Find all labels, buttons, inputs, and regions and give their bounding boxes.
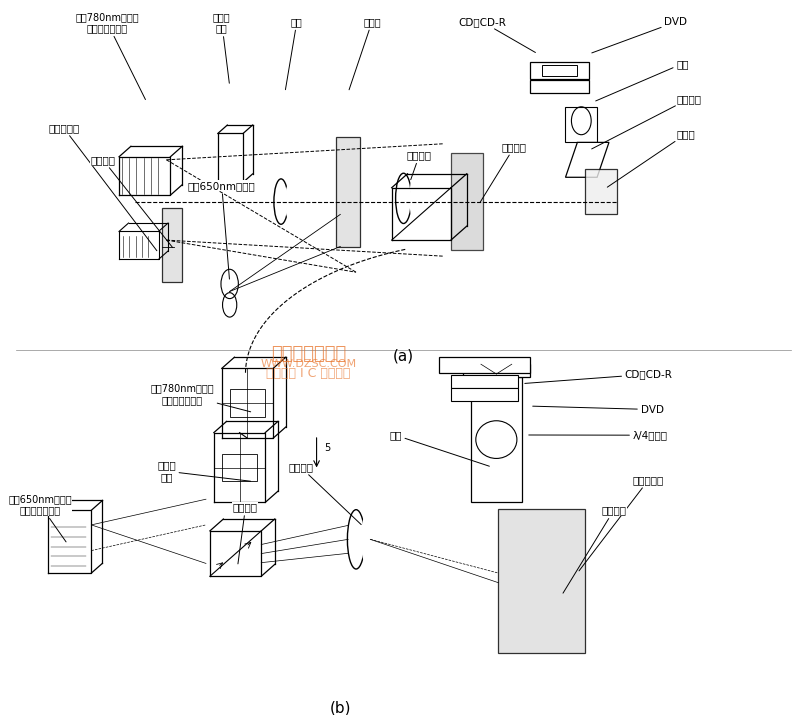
Text: 物镜: 物镜 bbox=[390, 430, 490, 466]
Text: CD，CD-R: CD，CD-R bbox=[458, 17, 535, 52]
Bar bbox=[439, 358, 530, 373]
Text: 透镜: 透镜 bbox=[286, 17, 302, 89]
Text: 偏光全息图: 偏光全息图 bbox=[579, 475, 664, 571]
Text: 半反射镜: 半反射镜 bbox=[563, 506, 626, 593]
Text: DVD: DVD bbox=[533, 405, 663, 415]
Polygon shape bbox=[566, 142, 609, 177]
Text: 全息图
器件: 全息图 器件 bbox=[157, 460, 250, 482]
Bar bbox=[462, 364, 530, 377]
Polygon shape bbox=[451, 154, 482, 250]
Text: 半反射镜: 半反射镜 bbox=[90, 155, 173, 247]
Text: (a): (a) bbox=[393, 348, 414, 363]
Polygon shape bbox=[162, 208, 182, 282]
Text: 维库电子市场网: 维库电子市场网 bbox=[271, 345, 346, 363]
Bar bbox=[530, 61, 590, 79]
Text: 检光器元件: 检光器元件 bbox=[48, 123, 157, 251]
Text: CD，CD-R: CD，CD-R bbox=[525, 369, 673, 383]
Text: 波长650nm激光器: 波长650nm激光器 bbox=[188, 181, 256, 279]
Bar bbox=[230, 390, 266, 418]
Text: 物镜: 物镜 bbox=[596, 59, 689, 101]
Bar bbox=[530, 80, 590, 93]
Ellipse shape bbox=[410, 173, 426, 224]
Bar bbox=[566, 107, 597, 142]
Text: λ/4滤光板: λ/4滤光板 bbox=[529, 430, 668, 440]
Text: 全息图
器件: 全息图 器件 bbox=[213, 12, 230, 83]
Text: 波长650nm激光器
及光检测器组件: 波长650nm激光器 及光检测器组件 bbox=[8, 494, 72, 542]
Text: 衍射晶格: 衍射晶格 bbox=[592, 94, 701, 149]
Bar bbox=[470, 377, 522, 503]
Text: 准直透镜: 准直透镜 bbox=[407, 150, 432, 179]
Text: 反射镜: 反射镜 bbox=[607, 129, 695, 187]
Ellipse shape bbox=[362, 510, 379, 569]
Ellipse shape bbox=[286, 179, 300, 225]
Polygon shape bbox=[586, 169, 617, 214]
Text: 反射镜: 反射镜 bbox=[349, 17, 381, 90]
Text: 波长780nm激光器
及光检测器组件: 波长780nm激光器 及光检测器组件 bbox=[75, 12, 146, 99]
Text: 5: 5 bbox=[325, 443, 330, 453]
Text: 全球最大 I C 采购网站: 全球最大 I C 采购网站 bbox=[266, 368, 351, 380]
Polygon shape bbox=[498, 509, 586, 654]
Bar bbox=[542, 65, 578, 76]
Bar bbox=[451, 375, 518, 388]
Text: 波长780nm激光器
及光检测器组件: 波长780nm激光器 及光检测器组件 bbox=[150, 383, 250, 412]
Polygon shape bbox=[336, 137, 360, 247]
Bar bbox=[451, 388, 518, 400]
Bar bbox=[222, 453, 258, 481]
Text: DVD: DVD bbox=[592, 17, 687, 53]
Text: (b): (b) bbox=[330, 701, 351, 715]
Text: 分光棱镜: 分光棱镜 bbox=[233, 503, 258, 564]
Text: WWW.DZSC.COM: WWW.DZSC.COM bbox=[261, 359, 357, 369]
Text: 准直透镜: 准直透镜 bbox=[288, 463, 361, 525]
Text: 半反射镜: 半反射镜 bbox=[480, 142, 526, 202]
